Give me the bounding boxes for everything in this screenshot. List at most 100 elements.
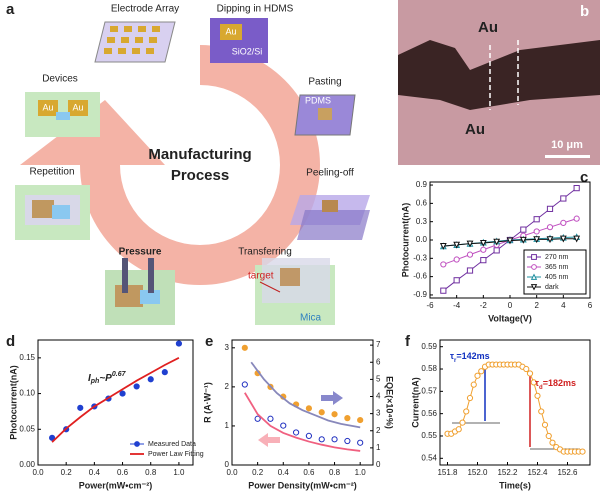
marker xyxy=(520,226,527,233)
x-axis-label: Power Density(mW•cm⁻²) xyxy=(248,480,356,490)
step-label: Peeling-off xyxy=(306,168,354,179)
marker xyxy=(463,408,470,415)
x-tick-label: 152.2 xyxy=(497,468,518,477)
flake xyxy=(322,200,338,212)
legend-label: dark xyxy=(545,284,559,291)
image-label: Au xyxy=(478,19,498,36)
marker xyxy=(530,379,537,386)
marker xyxy=(305,432,313,439)
y-tick-label: 0.05 xyxy=(19,424,35,433)
annotation: τd=182ms xyxy=(535,378,576,390)
x-tick-label: 6 xyxy=(588,301,593,310)
marker xyxy=(241,344,248,351)
center-label: Process xyxy=(171,167,229,184)
y-tick-label: 3 xyxy=(225,343,230,352)
marker xyxy=(440,261,447,268)
marker xyxy=(493,238,501,246)
y2-tick-label: 6 xyxy=(376,357,381,366)
marker xyxy=(519,236,527,244)
legend-label: 405 nm xyxy=(545,274,569,281)
marker xyxy=(466,394,474,402)
y2-axis-label: EQE(×10⁴%) xyxy=(385,376,395,429)
x-tick-label: 0.8 xyxy=(329,468,341,477)
marker xyxy=(534,392,541,399)
series-line xyxy=(51,357,180,443)
y-tick-label: 0 xyxy=(225,460,230,469)
x-tick-label: 152.0 xyxy=(467,468,488,477)
annotation-part: τ xyxy=(450,351,454,361)
flake xyxy=(115,285,143,307)
micrograph: Au Au 10 μm xyxy=(398,0,600,165)
x-axis-label: Time(s) xyxy=(499,480,531,490)
scale-bar xyxy=(545,155,590,158)
center-label: Manufacturing xyxy=(148,146,251,163)
step-label: Transferring xyxy=(238,247,292,258)
y-axis-label: Photocurrent(nA) xyxy=(8,365,18,440)
step-label: Devices xyxy=(42,74,78,85)
annotation-part: ~P xyxy=(99,373,112,384)
flake xyxy=(140,290,160,304)
marker xyxy=(546,224,554,231)
marker xyxy=(161,369,168,376)
marker xyxy=(533,236,541,244)
y-tick-label: 0.0 xyxy=(416,235,428,244)
x-tick-label: 0.2 xyxy=(61,468,73,477)
marker xyxy=(267,415,274,422)
x-tick-label: -6 xyxy=(426,301,434,310)
marker xyxy=(439,243,447,250)
marker xyxy=(480,257,487,264)
au-pad xyxy=(68,100,88,116)
marker xyxy=(480,246,487,253)
marker xyxy=(541,421,549,428)
marker xyxy=(292,429,300,436)
flake xyxy=(56,112,70,120)
image-label: Au xyxy=(465,121,485,138)
y2-tick-label: 2 xyxy=(376,426,381,435)
legend-marker xyxy=(134,441,140,447)
x-axis-label: Voltage(V) xyxy=(488,313,532,323)
y-tick-label: 0.57 xyxy=(421,386,437,395)
flake xyxy=(318,108,332,120)
annotation-part: =142ms xyxy=(456,351,489,361)
y-tick-label: 0.6 xyxy=(416,198,428,207)
y-tick-label: 0.58 xyxy=(421,364,437,373)
panel-label: a xyxy=(6,1,15,18)
x-tick-label: 152.6 xyxy=(557,468,578,477)
marker xyxy=(470,381,477,388)
x-tick-label: 0.4 xyxy=(89,468,101,477)
y-tick-label: 0.59 xyxy=(421,342,437,351)
annotation-part: ph xyxy=(90,378,100,385)
marker xyxy=(493,247,500,254)
y-tick-label: 0.10 xyxy=(19,389,35,398)
y-tick-label: 0.00 xyxy=(19,460,35,469)
marker xyxy=(305,405,313,412)
process-diagram: Manufacturing Process Electrode Array Au… xyxy=(15,4,370,325)
electrodes xyxy=(104,26,160,54)
y-axis-label: Photocurrent(nA) xyxy=(400,203,410,278)
marker xyxy=(546,236,554,244)
y-tick-label: 0.3 xyxy=(416,217,428,226)
x-tick-label: 0.0 xyxy=(226,468,238,477)
marker xyxy=(559,235,567,243)
marker xyxy=(77,404,84,411)
marker xyxy=(453,241,461,249)
annotation-part: τ xyxy=(535,378,539,388)
step-label: Pasting xyxy=(308,77,341,88)
marker xyxy=(453,256,460,263)
annotation-part: d xyxy=(539,385,543,391)
marker xyxy=(119,390,126,397)
x-tick-label: 0.2 xyxy=(252,468,264,477)
x-tick-label: 0.8 xyxy=(145,468,157,477)
marker xyxy=(573,215,580,222)
legend-label: Measured Data xyxy=(148,441,196,448)
marker xyxy=(549,439,556,446)
y-tick-label: 0.54 xyxy=(421,453,437,462)
x-tick-label: -2 xyxy=(480,301,488,310)
scale-label: 10 μm xyxy=(551,139,583,151)
panel-label: b xyxy=(580,3,589,20)
y-tick-label: -0.3 xyxy=(413,253,427,262)
y2-tick-label: 3 xyxy=(376,409,381,418)
series-line xyxy=(244,392,361,452)
panel-label: e xyxy=(205,333,213,350)
legend-marker xyxy=(530,273,538,280)
